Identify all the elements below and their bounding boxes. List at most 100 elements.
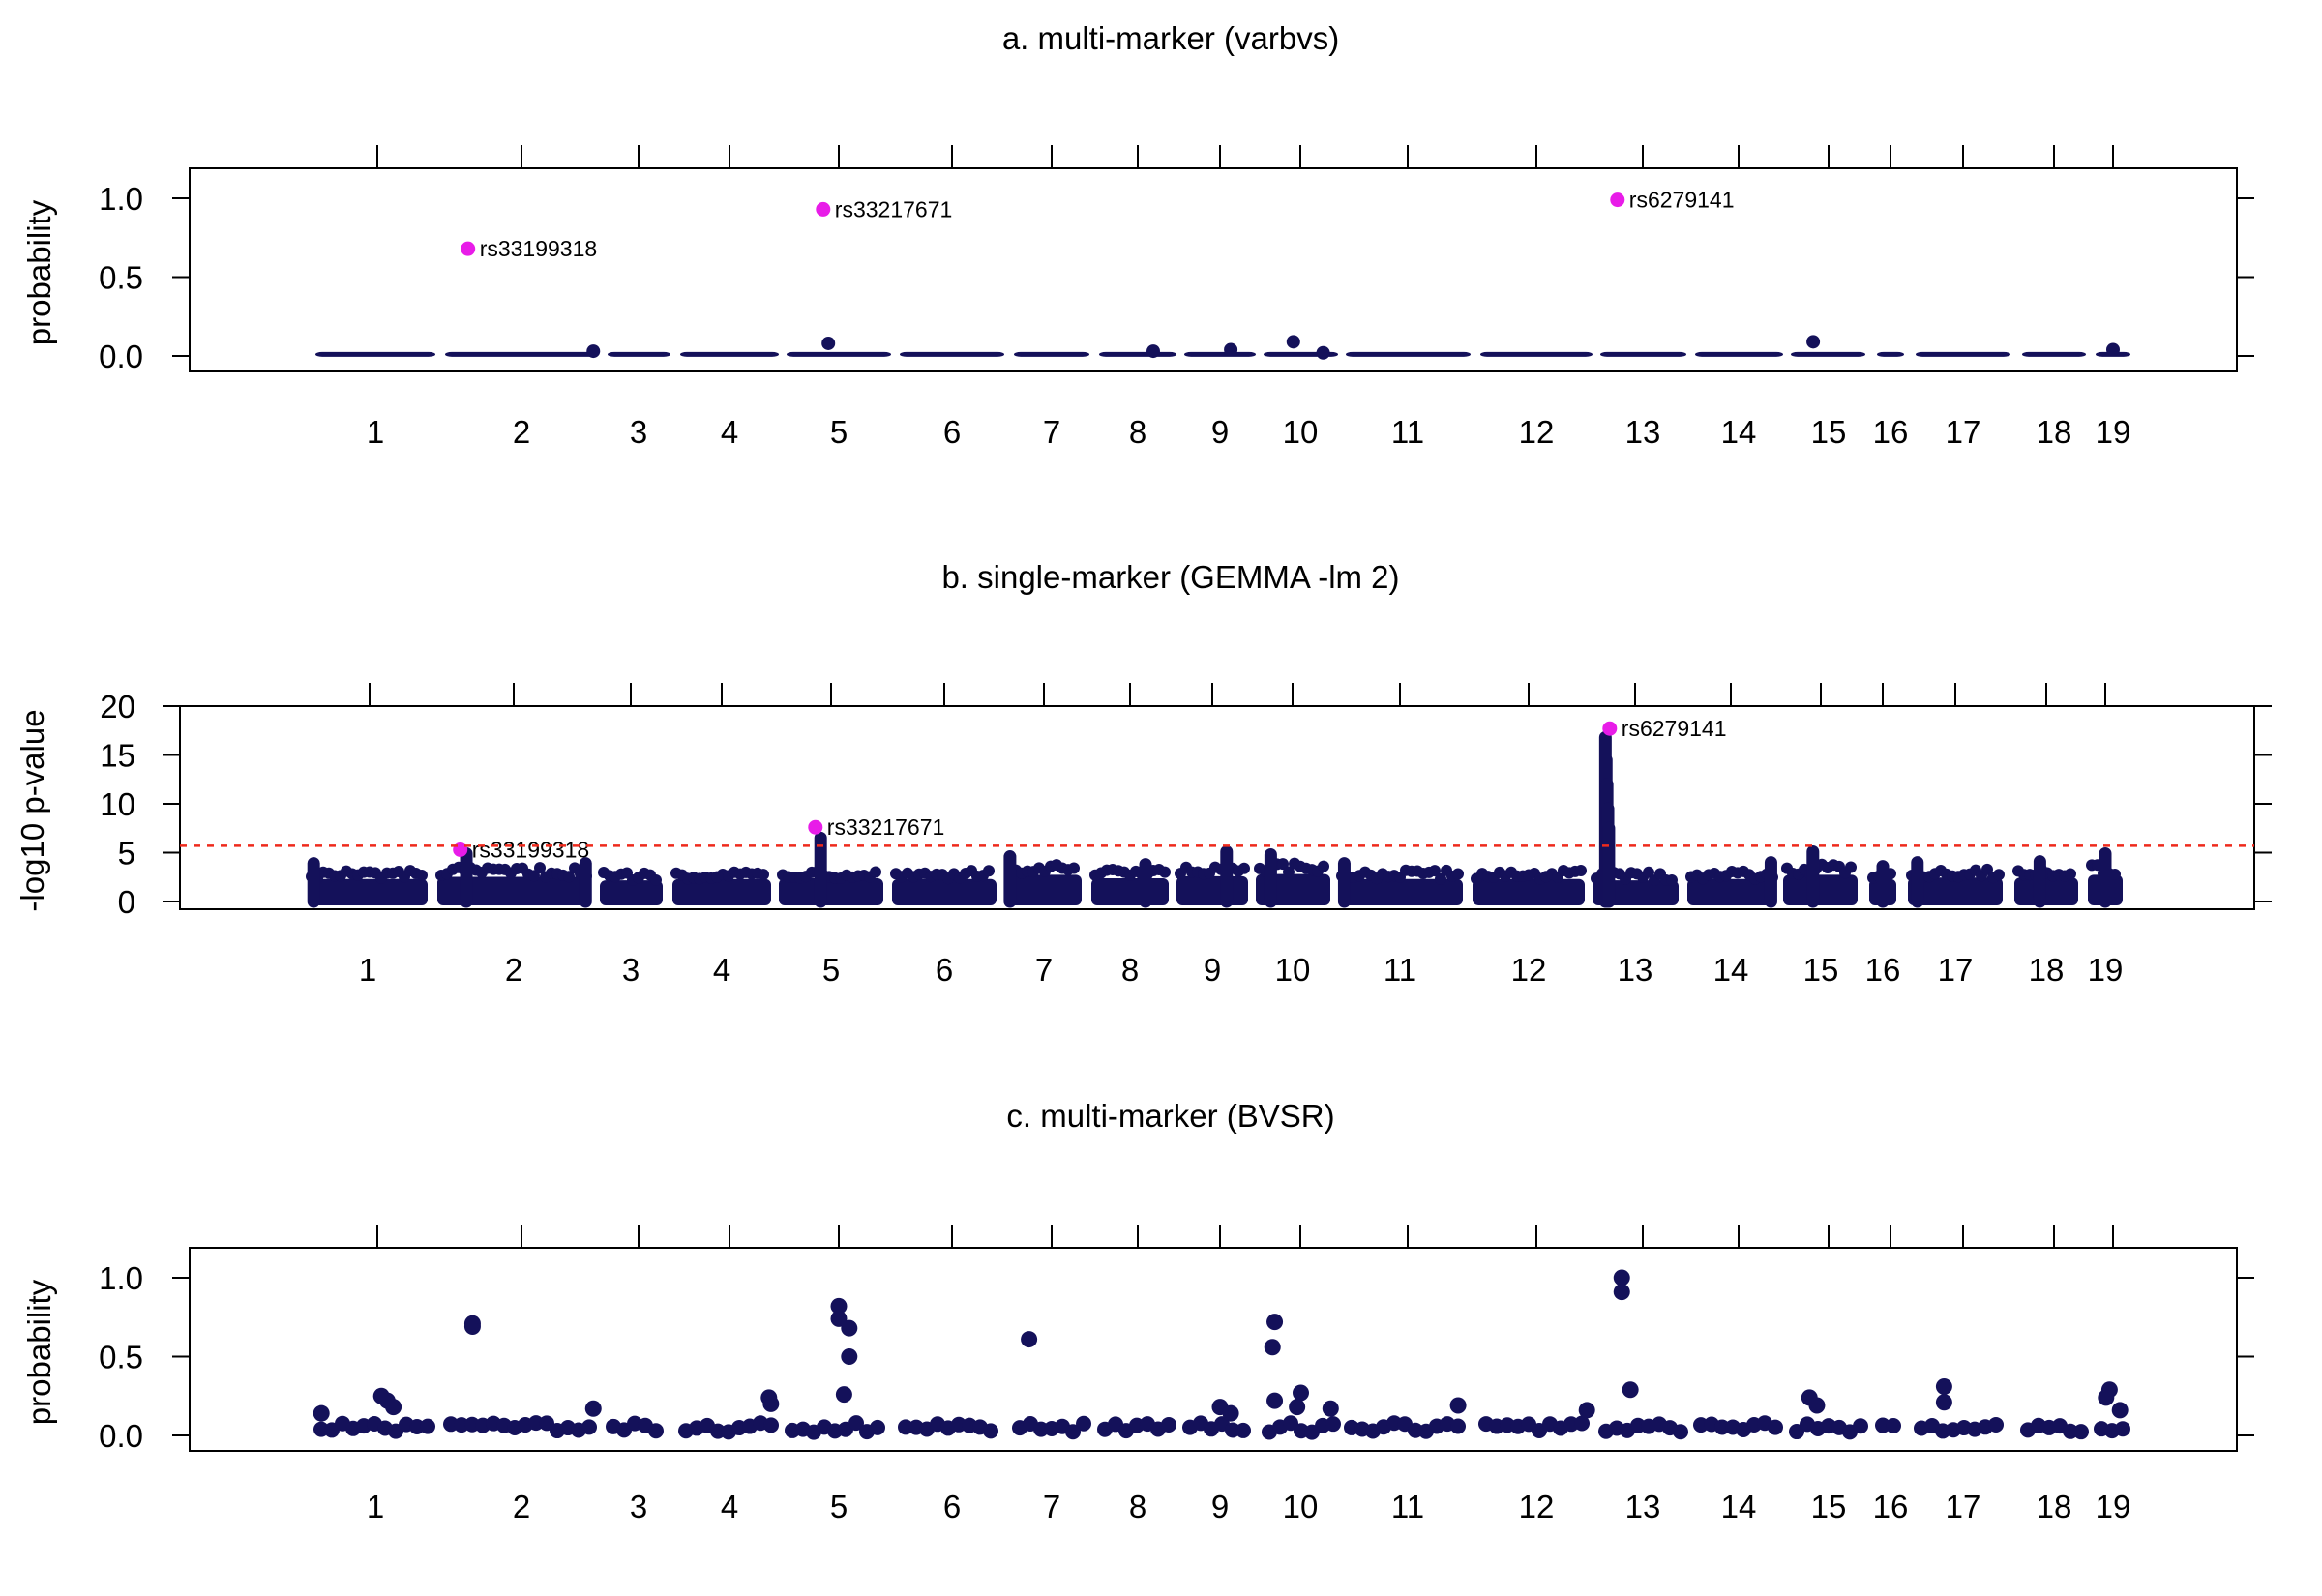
chromosome-label-5: 5 xyxy=(830,1489,848,1524)
data-point xyxy=(1318,860,1329,872)
data-point xyxy=(835,1386,852,1404)
data-point xyxy=(1853,1418,1868,1434)
panel-a-highlighted-snps: rs33199318 rs33217671 rs6279141 xyxy=(461,188,1735,261)
panel-a-varbvs: a. multi-marker (varbvs) probability 0.0… xyxy=(21,20,2254,450)
data-point xyxy=(762,1395,780,1412)
panel-b-points xyxy=(306,730,2123,908)
chromosome-label-3: 3 xyxy=(630,414,647,450)
data-point xyxy=(1146,344,1160,359)
chromosome-label-3: 3 xyxy=(622,952,640,988)
chromosome-label-19: 19 xyxy=(2088,952,2124,988)
chromosome-label-14: 14 xyxy=(1713,952,1749,988)
panel-b-y-tick-labels: 0 5 10 15 20 xyxy=(100,689,135,920)
panel-a-snp-label: rs33217671 xyxy=(835,196,953,222)
zero-band-chr-14 xyxy=(1695,351,1783,357)
panel-b-highlighted-snps: rs33199318 rs33217671 rs6279141 xyxy=(453,716,1727,862)
data-point xyxy=(1322,1400,1339,1417)
data-point xyxy=(2115,1421,2130,1437)
chromosome-label-19: 19 xyxy=(2096,1489,2131,1524)
data-point xyxy=(1283,1415,1298,1432)
chromosome-label-18: 18 xyxy=(2029,952,2065,988)
panel-c-bvsr: c. multi-marker (BVSR) probability 0.0 0… xyxy=(21,1098,2254,1524)
panel-c-points xyxy=(313,1269,2130,1440)
data-point xyxy=(2073,1424,2089,1440)
data-point xyxy=(758,869,769,881)
data-point xyxy=(1222,1404,1239,1422)
pvalue-band-chr-15 xyxy=(1783,874,1858,905)
panel-a-ytick-1: 0.5 xyxy=(99,260,143,296)
data-point xyxy=(1435,872,1446,885)
highlighted-snp-point xyxy=(1610,192,1625,208)
panel-c-y-tick-labels: 0.0 0.5 1.0 xyxy=(99,1260,143,1454)
chromosome-label-10: 10 xyxy=(1283,1489,1319,1524)
zero-band-chr-15 xyxy=(1791,351,1865,357)
data-point xyxy=(1806,335,1821,349)
zero-band-chr-2 xyxy=(445,351,598,357)
pvalue-band-chr-9 xyxy=(1176,875,1248,905)
data-point xyxy=(1452,868,1464,880)
pvalue-band-chr-14 xyxy=(1687,878,1775,905)
data-point xyxy=(1286,335,1300,349)
data-point xyxy=(1289,1399,1306,1416)
panel-a-ytick-2: 1.0 xyxy=(99,181,143,217)
data-point xyxy=(420,1418,435,1434)
panel-a-y-tick-labels: 0.0 0.5 1.0 xyxy=(99,181,143,374)
zero-band-chr-13 xyxy=(1600,351,1686,357)
data-point xyxy=(563,871,575,883)
data-point xyxy=(841,1319,858,1337)
data-point xyxy=(1021,1331,1038,1348)
chromosome-label-12: 12 xyxy=(1519,414,1555,450)
chromosome-label-2: 2 xyxy=(513,1489,530,1524)
chromosome-label-6: 6 xyxy=(943,1489,961,1524)
zero-band-chr-5 xyxy=(787,351,891,357)
panel-c-ytick-2: 1.0 xyxy=(99,1260,143,1296)
highlighted-snp-point xyxy=(1602,721,1618,736)
chromosome-label-7: 7 xyxy=(1035,952,1053,988)
data-point xyxy=(1293,1384,1309,1402)
panel-b-ylabel: -log10 p-value xyxy=(15,709,50,911)
data-point xyxy=(983,865,995,877)
data-point xyxy=(1574,1415,1590,1432)
panel-b-ytick-4: 20 xyxy=(100,689,135,724)
data-point xyxy=(1613,1269,1630,1286)
chromosome-label-15: 15 xyxy=(1811,414,1847,450)
chromosome-label-4: 4 xyxy=(713,952,730,988)
data-point xyxy=(1449,1397,1467,1414)
data-point xyxy=(1808,1397,1826,1414)
data-point xyxy=(584,1400,602,1417)
chromosome-label-16: 16 xyxy=(1873,1489,1909,1524)
panel-c-ytick-0: 0.0 xyxy=(99,1418,143,1454)
chromosome-label-11: 11 xyxy=(1384,952,1416,988)
plot-frame xyxy=(179,705,2255,910)
panel-b-snp-label: rs33199318 xyxy=(472,837,590,862)
data-point xyxy=(1988,1416,2004,1433)
chromosome-label-13: 13 xyxy=(1618,952,1653,988)
data-point xyxy=(1266,1314,1284,1331)
chromosome-label-19: 19 xyxy=(2096,414,2131,450)
data-point xyxy=(763,1417,779,1433)
data-point xyxy=(830,1310,848,1327)
chromosome-label-7: 7 xyxy=(1043,414,1060,450)
chromosome-label-2: 2 xyxy=(513,414,530,450)
chromosome-label-13: 13 xyxy=(1625,414,1661,450)
data-point xyxy=(2109,868,2121,880)
pvalue-band-chr-3 xyxy=(600,880,663,905)
data-point xyxy=(1450,1418,1466,1434)
zero-band-chr-18 xyxy=(2022,351,2086,357)
chromosome-label-8: 8 xyxy=(1129,414,1146,450)
zero-band-chr-1 xyxy=(315,351,435,357)
panel-c-title: c. multi-marker (BVSR) xyxy=(1006,1098,1334,1134)
panel-a-chromosome-labels: 1 2 3 4 5 6 7 8 9 10 11 12 13 14 15 16 17 18 19 xyxy=(367,414,2131,450)
zero-band-chr-11 xyxy=(1346,351,1471,357)
chromosome-label-18: 18 xyxy=(2037,1489,2072,1524)
zero-band-chr-3 xyxy=(608,351,670,357)
chromosome-label-11: 11 xyxy=(1391,1489,1424,1524)
data-point xyxy=(385,1399,402,1416)
chromosome-label-13: 13 xyxy=(1625,1489,1661,1524)
chromosome-label-1: 1 xyxy=(359,952,376,988)
panel-b-gemma: b. single-marker (GEMMA -lm 2) -log10 p-… xyxy=(15,559,2272,988)
pvalue-band-chr-18 xyxy=(2014,877,2078,905)
panel-a-snp-label: rs33199318 xyxy=(480,236,598,261)
pvalue-band-chr-8 xyxy=(1091,878,1169,905)
